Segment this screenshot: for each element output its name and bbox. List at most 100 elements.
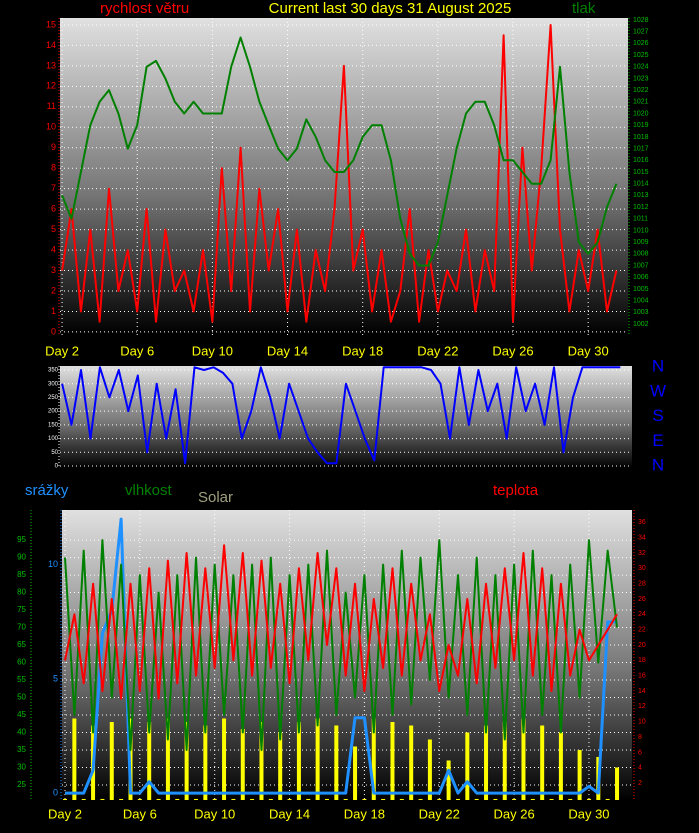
series-line	[64, 544, 618, 700]
x-tick-label: Day 18	[342, 343, 383, 358]
series-label: vlhkost	[125, 482, 173, 499]
y2-tick-label: 1027	[633, 29, 649, 36]
y-tick-label: 1	[51, 306, 56, 316]
series-label: tlak	[572, 0, 596, 17]
y2-tick-label: 8	[638, 734, 642, 741]
y2-tick-label: 1021	[633, 99, 649, 106]
series-label: Solar	[198, 489, 233, 506]
bar	[268, 798, 273, 800]
y2-tick-label: 6	[638, 749, 642, 756]
y-tick-label: 25	[17, 780, 26, 789]
bar	[549, 798, 554, 800]
y-tick-label: 4	[51, 244, 56, 254]
y-tick-label: 12	[46, 81, 56, 91]
y-tick-label: 14	[46, 40, 56, 50]
series-label: srážky	[25, 482, 69, 499]
y-tick-label: 50	[17, 693, 26, 702]
y2-tick-label: 1025	[633, 52, 649, 59]
y2-tick-label: 32	[638, 550, 646, 557]
y3-tick-label: 0	[53, 788, 58, 798]
y-tick-label: 8	[51, 163, 56, 173]
bar	[72, 718, 77, 800]
y2-tick-label: 1009	[633, 239, 649, 246]
bar	[315, 718, 320, 800]
y-tick-label: 2	[51, 285, 56, 295]
y-tick-label: 0	[55, 464, 59, 470]
y-tick-label: 250	[48, 395, 59, 401]
y-tick-label: 45	[17, 710, 26, 719]
y2-tick-label: 1024	[633, 64, 649, 71]
bar	[465, 732, 470, 800]
bar	[175, 798, 180, 800]
bar	[390, 721, 395, 800]
x-tick-label: Day 10	[192, 343, 233, 358]
bar	[502, 721, 507, 800]
x-tick-label: Day 6	[120, 343, 154, 358]
bar	[521, 718, 526, 800]
y-tick-label: 40	[17, 728, 26, 737]
y2-tick-label: W	[650, 381, 666, 400]
bar	[240, 728, 245, 800]
y2-tick-label: 1003	[633, 309, 649, 316]
bar	[109, 721, 114, 800]
x-tick-label: Day 14	[267, 343, 308, 358]
y2-tick-label: N	[652, 357, 664, 376]
y2-tick-label: 1006	[633, 274, 649, 281]
bar	[156, 798, 161, 800]
x-tick-label: Day 30	[568, 343, 609, 358]
y-tick-label: 11	[47, 101, 56, 111]
y-tick-label: 75	[17, 605, 26, 614]
bar	[558, 732, 563, 800]
y2-tick-label: 1008	[633, 251, 649, 258]
bar	[353, 746, 358, 800]
y2-tick-label: 10	[638, 719, 646, 726]
y2-tick-label: N	[652, 455, 664, 474]
bar	[119, 798, 124, 800]
bar	[343, 798, 348, 800]
y-tick-label: 65	[17, 640, 26, 649]
series-line	[64, 539, 618, 751]
bar	[100, 798, 105, 800]
y2-tick-label: 30	[638, 565, 646, 572]
x-tick-label: Day 26	[492, 343, 533, 358]
bar	[231, 798, 236, 800]
bar	[446, 760, 451, 800]
bar	[137, 798, 142, 800]
bar	[568, 798, 573, 800]
x-tick-label: Day 14	[269, 806, 310, 821]
x-tick-label: Day 10	[194, 806, 235, 821]
y-tick-label: 200	[48, 409, 59, 415]
y-tick-label: 85	[17, 570, 26, 579]
x-tick-label: Day 18	[344, 806, 385, 821]
y2-tick-label: 1028	[633, 17, 649, 24]
y2-tick-label: 1026	[633, 40, 649, 47]
y2-tick-label: 28	[638, 580, 646, 587]
x-tick-label: Day 22	[419, 806, 460, 821]
y2-tick-label: 1013	[633, 192, 649, 199]
bar	[212, 798, 217, 800]
y2-tick-label: S	[652, 406, 663, 425]
y-tick-label: 60	[17, 658, 26, 667]
bar	[362, 798, 367, 800]
y2-tick-label: 24	[638, 611, 646, 618]
bar	[165, 718, 170, 800]
x-tick-label: Day 26	[494, 806, 535, 821]
x-tick-label: Day 2	[48, 806, 82, 821]
bar	[147, 721, 152, 800]
y-tick-label: 30	[17, 763, 26, 772]
y2-tick-label: 4	[638, 765, 642, 772]
bar	[399, 798, 404, 800]
y2-tick-label: 1011	[633, 216, 648, 223]
series-label: teplota	[493, 482, 539, 499]
y2-tick-label: 1004	[633, 297, 649, 304]
y-tick-label: 5	[51, 224, 56, 234]
y-tick-label: 100	[48, 436, 59, 442]
y-tick-label: 7	[51, 183, 56, 193]
y-tick-label: 350	[48, 368, 59, 374]
y2-tick-label: 36	[638, 519, 646, 526]
bar	[427, 739, 432, 800]
bar	[409, 725, 414, 800]
bar	[278, 732, 283, 800]
bar	[203, 725, 208, 800]
